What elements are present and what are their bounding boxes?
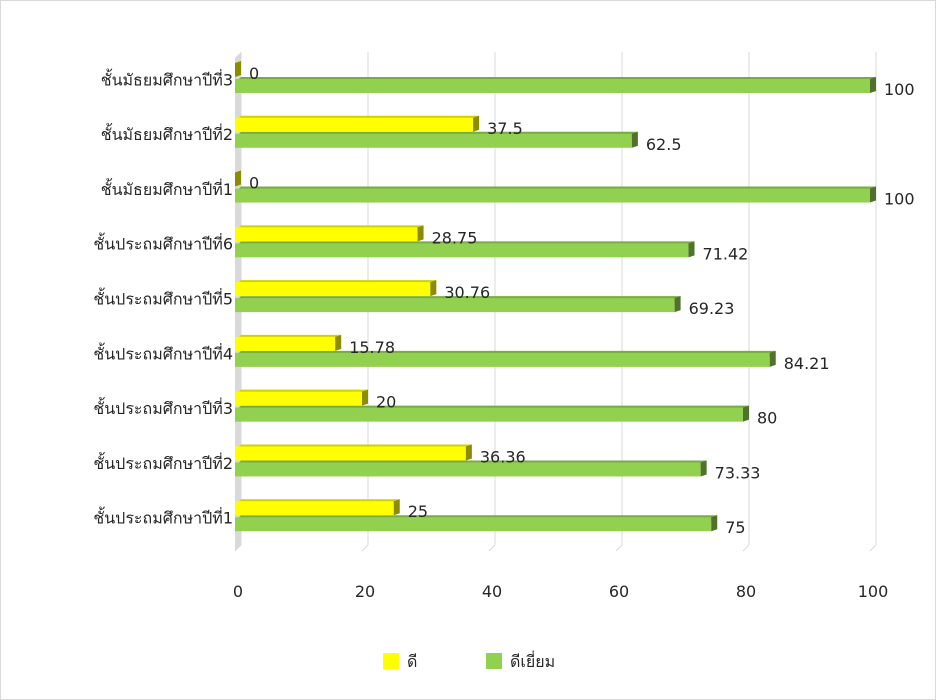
- bar: [235, 79, 870, 93]
- bar: [235, 501, 394, 516]
- x-tick-label: 80: [736, 582, 756, 601]
- bar-end: [393, 499, 400, 516]
- data-label: 62.5: [646, 135, 682, 154]
- bar: [235, 336, 336, 351]
- data-label: 20: [376, 393, 396, 412]
- bar: [235, 282, 431, 297]
- data-label: 80: [757, 409, 777, 428]
- x-tick-label: 20: [355, 582, 375, 601]
- x-tick-label: 40: [482, 582, 502, 601]
- bar-end: [674, 296, 681, 313]
- category-label: ชั้นประถมศึกษาปีที่3: [93, 397, 233, 418]
- bar: [235, 517, 712, 532]
- legend-swatch: [486, 653, 502, 669]
- bar-end: [235, 61, 241, 77]
- bar-end: [631, 131, 638, 148]
- data-label: 75: [725, 518, 745, 537]
- data-label: 0: [249, 174, 259, 193]
- gridline-foot: [234, 544, 242, 552]
- data-label: 73.33: [715, 463, 761, 482]
- bar: [235, 117, 474, 132]
- category-label: ชั้นประถมศึกษาปีที่1: [93, 507, 233, 528]
- bar-end: [700, 460, 707, 477]
- category-label: ชั้นประถมศึกษาปีที่5: [93, 288, 233, 309]
- bar-end: [769, 350, 776, 367]
- category-label: ชั้นมัธยมศึกษาปีที่1: [101, 178, 233, 199]
- bar-end: [362, 389, 368, 406]
- data-label: 30.76: [444, 283, 490, 302]
- legend-swatch: [383, 653, 399, 669]
- bar: [235, 298, 675, 313]
- gridline-foot: [742, 544, 750, 552]
- category-label: ชั้นมัธยมศึกษาปีที่3: [101, 68, 233, 89]
- bar-end: [743, 405, 749, 422]
- data-label: 28.75: [432, 228, 478, 247]
- bar-end: [430, 280, 437, 297]
- bar-end: [473, 115, 480, 132]
- x-tick-label: 100: [858, 582, 889, 601]
- bar-end: [870, 186, 876, 203]
- data-label: 36.36: [480, 447, 526, 466]
- bar: [235, 352, 770, 367]
- bar-end: [335, 334, 342, 351]
- data-label: 100: [884, 80, 915, 99]
- category-label: ชั้นมัธยมศึกษาปีที่2: [101, 123, 233, 144]
- category-label: ชั้นประถมศึกษาปีที่6: [93, 233, 233, 254]
- gridline-foot: [361, 544, 369, 552]
- bar: [235, 462, 701, 477]
- category-label: ชั้นประถมศึกษาปีที่4: [93, 342, 233, 363]
- bar-end: [417, 225, 424, 242]
- x-tick-label: 0: [233, 582, 243, 601]
- gridline-foot: [869, 544, 877, 552]
- bar: [235, 407, 743, 422]
- bar: [235, 133, 632, 148]
- bar-end: [465, 444, 472, 461]
- bar-end: [235, 170, 241, 187]
- gridline-foot: [488, 544, 496, 552]
- data-label: 25: [408, 502, 428, 521]
- data-label: 84.21: [784, 354, 830, 373]
- bar-end: [688, 241, 695, 258]
- bar: [235, 446, 466, 461]
- data-label: 15.78: [349, 338, 395, 357]
- data-label: 100: [884, 190, 915, 209]
- bar: [235, 227, 418, 242]
- data-label: 69.23: [689, 299, 735, 318]
- gridline-foot: [615, 544, 623, 552]
- legend-label: ดีเยี่ยม: [510, 650, 555, 671]
- bar-end: [870, 77, 876, 93]
- legend-label: ดี: [407, 652, 417, 671]
- data-label: 37.5: [487, 119, 523, 138]
- category-label: ชั้นประถมศึกษาปีที่2: [93, 452, 233, 473]
- bar: [235, 243, 689, 258]
- data-label: 71.42: [703, 244, 749, 263]
- bar-end: [711, 515, 718, 532]
- bar: [235, 391, 362, 406]
- data-label: 0: [249, 64, 259, 83]
- bar: [235, 188, 870, 203]
- x-tick-label: 60: [609, 582, 629, 601]
